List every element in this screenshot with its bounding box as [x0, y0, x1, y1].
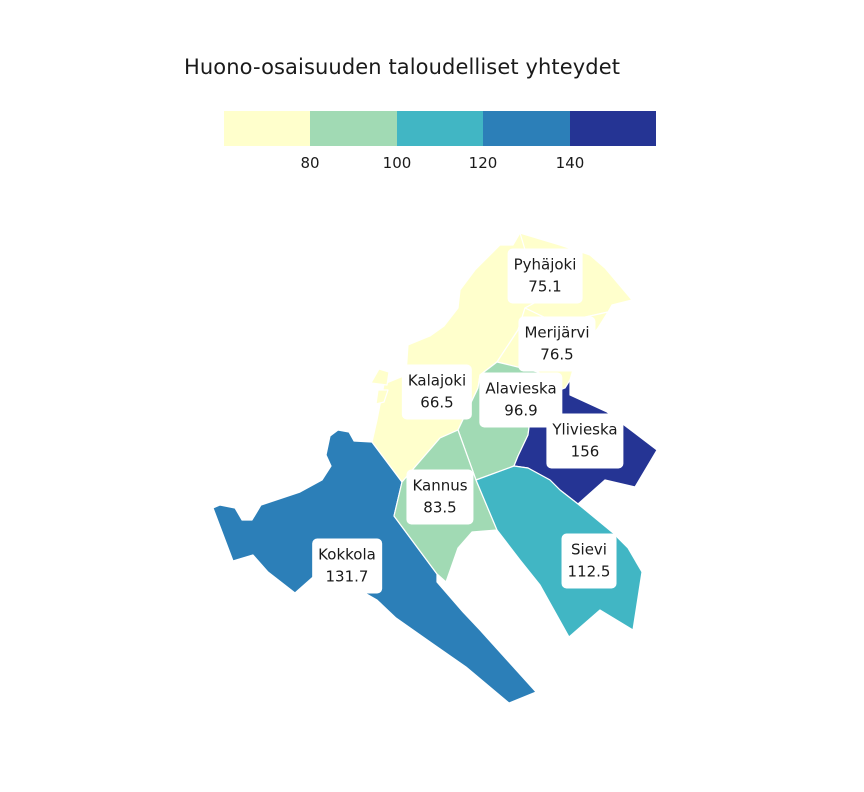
region-name: Ylivieska: [552, 420, 618, 439]
region-value: 75.1: [528, 277, 562, 296]
legend-swatch-4: [483, 111, 570, 146]
color-legend: [224, 111, 657, 146]
region-value: 83.5: [423, 498, 457, 517]
region-kalajoki-islet: [370, 368, 390, 386]
region-name: Kalajoki: [407, 371, 467, 390]
legend-tick: 80: [300, 154, 320, 172]
region-name: Pyhäjoki: [513, 255, 577, 274]
region-value: 112.5: [567, 562, 611, 581]
region-value: 156: [570, 442, 600, 461]
region-sievi[interactable]: [475, 465, 643, 638]
legend-tick: 140: [555, 154, 585, 172]
legend-swatch-2: [310, 111, 397, 146]
legend-swatch-1: [224, 111, 311, 146]
region-value: 131.7: [325, 567, 369, 586]
region-label: Kalajoki 66.5: [401, 364, 473, 420]
region-value: 96.9: [504, 401, 538, 420]
legend-tick: 100: [382, 154, 412, 172]
region-label: Merijärvi 76.5: [518, 316, 596, 372]
region-label: Kokkola 131.7: [312, 538, 382, 594]
region-value: 66.5: [420, 393, 454, 412]
legend-swatch-5: [569, 111, 657, 146]
legend-swatch-3: [396, 111, 484, 146]
region-name: Sievi: [571, 540, 607, 559]
map-title: Huono-osaisuuden taloudelliset yhteydet: [184, 55, 621, 79]
region-label: Kannus 83.5: [406, 469, 474, 525]
region-name: Merijärvi: [524, 323, 590, 342]
region-kalajoki-islet: [375, 389, 389, 405]
region-name: Kokkola: [318, 545, 376, 564]
region-label: Pyhäjoki 75.1: [507, 248, 583, 304]
legend-tick: 120: [468, 154, 498, 172]
region-label: Ylivieska 156: [546, 413, 624, 469]
region-label: Sievi 112.5: [561, 533, 617, 589]
region-name: Kannus: [412, 476, 468, 495]
region-value: 76.5: [540, 345, 574, 364]
region-name: Alavieska: [485, 379, 557, 398]
